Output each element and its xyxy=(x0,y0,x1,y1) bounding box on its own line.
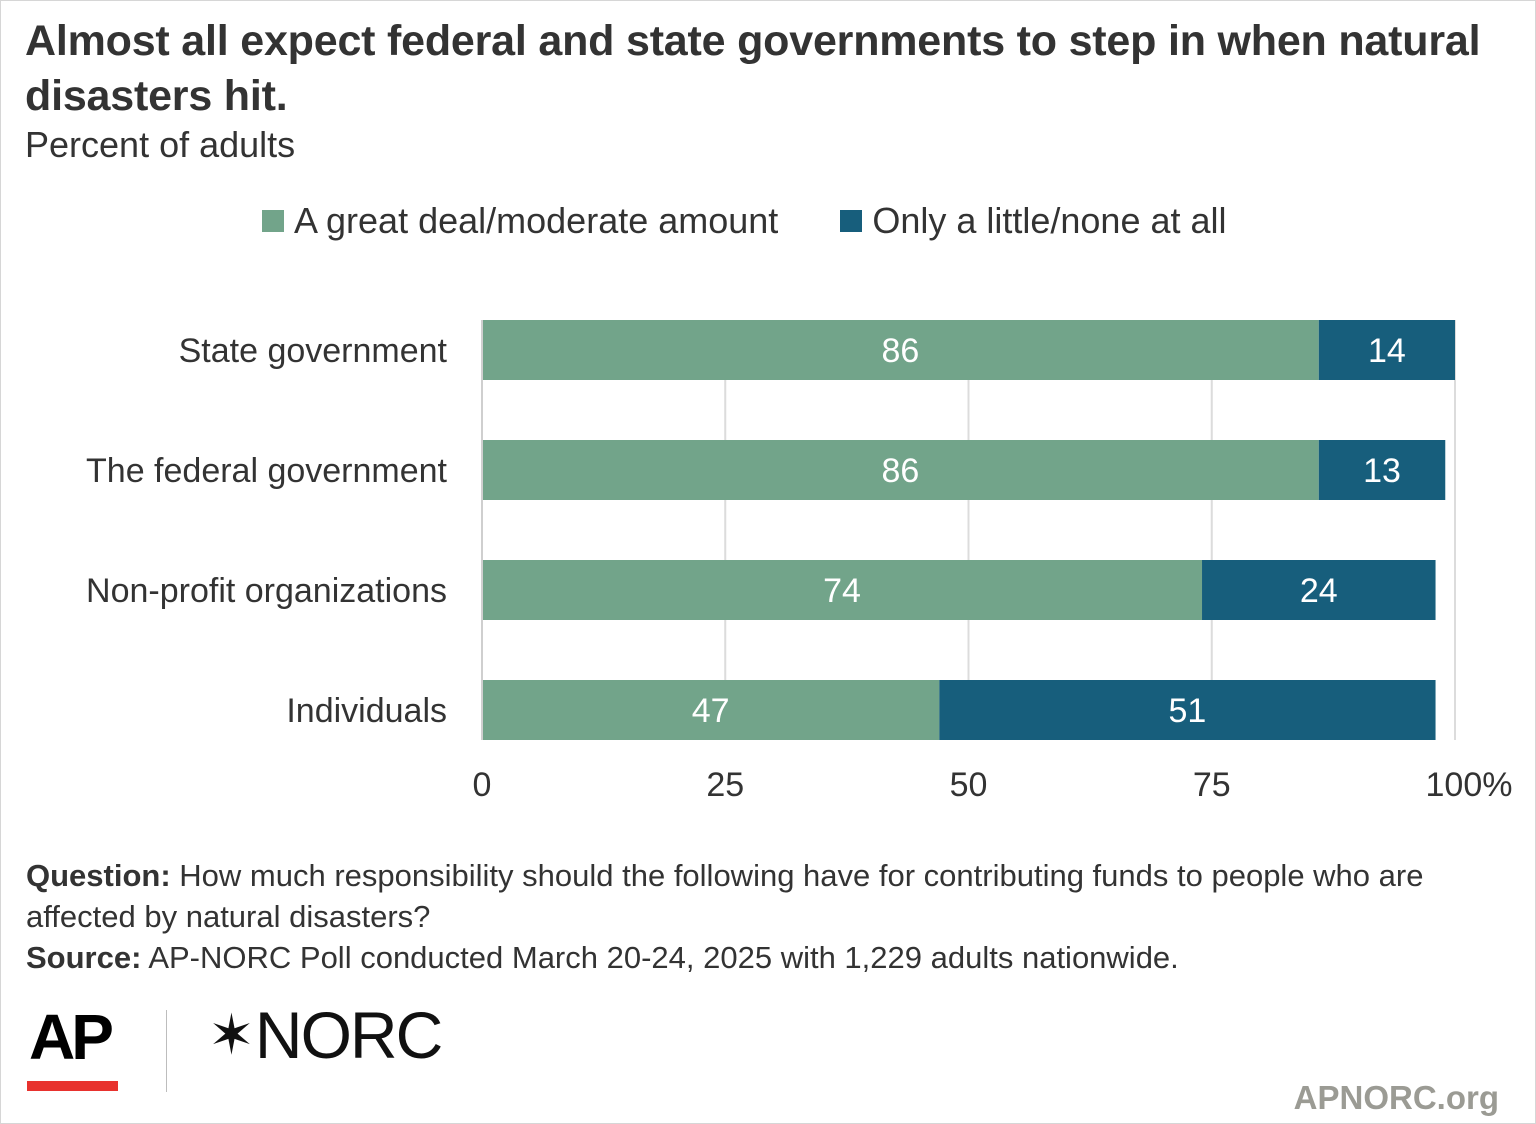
bar-great-deal xyxy=(482,680,940,740)
x-tick-label: 25 xyxy=(706,766,744,804)
legend: A great deal/moderate amount Only a litt… xyxy=(262,200,1289,242)
logo-divider xyxy=(166,1010,167,1092)
legend-swatch-great-deal xyxy=(262,210,284,232)
legend-item-great-deal: A great deal/moderate amount xyxy=(262,200,778,242)
legend-label-little-none: Only a little/none at all xyxy=(872,200,1227,241)
x-tick-label: 100% xyxy=(1426,766,1513,804)
data-label: 14 xyxy=(1368,332,1406,370)
norc-star-icon: ✶ xyxy=(208,1003,255,1066)
ap-logo: AP xyxy=(29,1001,114,1073)
category-label: Individuals xyxy=(286,692,447,730)
source-note: Source: AP-NORC Poll conducted March 20-… xyxy=(26,937,1496,978)
x-tick-label: 75 xyxy=(1193,766,1231,804)
apnorc-link[interactable]: APNORC.org xyxy=(1293,1079,1499,1116)
source-label: Source: xyxy=(26,940,142,975)
bar-little-none xyxy=(1318,440,1446,500)
data-label: 74 xyxy=(823,572,861,610)
legend-label-great-deal: A great deal/moderate amount xyxy=(294,200,779,241)
bar-great-deal xyxy=(482,440,1319,500)
data-label: 86 xyxy=(881,332,919,370)
norc-logo: ✶ NORC xyxy=(208,998,443,1072)
bar-little-none xyxy=(1202,560,1436,620)
bar-little-none xyxy=(939,680,1436,740)
question-label: Question: xyxy=(26,858,171,893)
question-text: How much responsibility should the follo… xyxy=(26,858,1424,934)
data-label: 86 xyxy=(881,452,919,490)
ap-logo-bar xyxy=(27,1081,118,1091)
bar-little-none xyxy=(1318,320,1455,380)
bar-great-deal xyxy=(482,320,1319,380)
norc-logo-text: NORC xyxy=(254,998,443,1072)
data-label: 47 xyxy=(692,692,730,730)
legend-swatch-little-none xyxy=(840,210,863,232)
source-text: AP-NORC Poll conducted March 20-24, 2025… xyxy=(148,940,1179,975)
legend-item-little-none: Only a little/none at all xyxy=(840,200,1227,242)
category-label: State government xyxy=(179,332,448,370)
notes: Question: How much responsibility should… xyxy=(26,855,1496,978)
x-tick-label: 50 xyxy=(950,766,988,804)
data-label: 24 xyxy=(1300,572,1338,610)
x-tick-label: 0 xyxy=(473,766,492,804)
chart-subtitle: Percent of adults xyxy=(25,124,296,165)
category-label: The federal government xyxy=(86,452,448,490)
bar-great-deal xyxy=(482,560,1203,620)
chart-title: Almost all expect federal and state gove… xyxy=(25,17,1481,120)
data-label: 51 xyxy=(1169,692,1207,730)
question-note: Question: How much responsibility should… xyxy=(26,855,1496,937)
data-label: 13 xyxy=(1363,452,1401,490)
bar-chart: State government 86 14 The federal governme… xyxy=(86,320,1513,804)
category-label: Non-profit organizations xyxy=(86,572,447,610)
